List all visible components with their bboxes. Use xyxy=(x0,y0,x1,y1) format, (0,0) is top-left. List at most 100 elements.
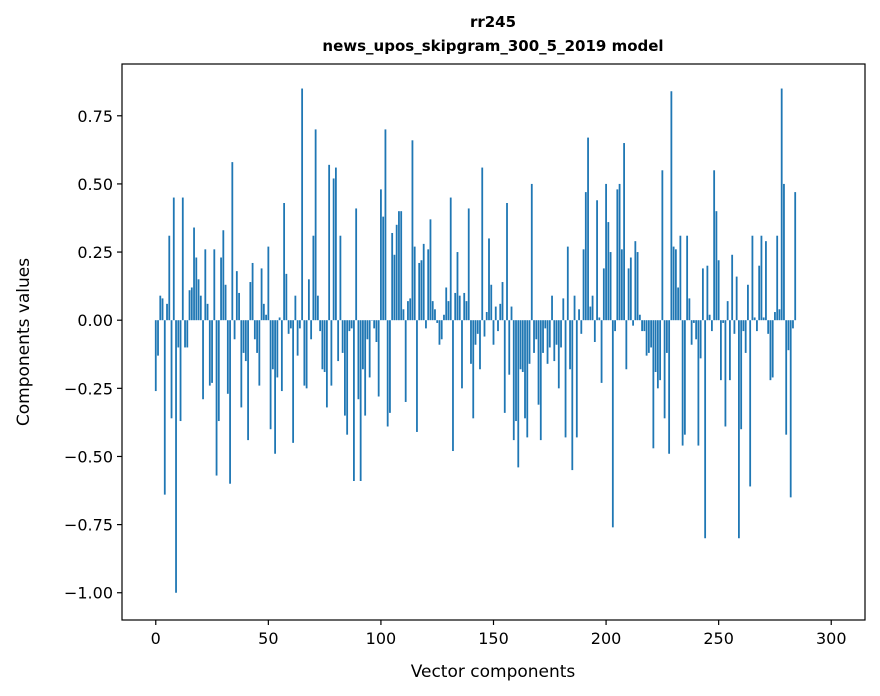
bar-144 xyxy=(479,320,481,370)
bar-214 xyxy=(636,252,639,321)
bar-199 xyxy=(602,268,605,321)
bar-187 xyxy=(575,320,578,438)
bar-186 xyxy=(573,295,576,321)
bar-238 xyxy=(690,320,693,345)
bar-4 xyxy=(163,320,166,495)
bar-252 xyxy=(722,320,725,323)
bar-246 xyxy=(708,314,711,321)
bar-167 xyxy=(530,183,533,321)
bar-263 xyxy=(747,284,749,321)
bar-245 xyxy=(706,265,709,321)
bar-97 xyxy=(373,320,376,329)
bar-78 xyxy=(330,320,333,386)
bar-60 xyxy=(289,320,292,329)
bar-8 xyxy=(172,197,175,321)
bar-218 xyxy=(645,320,648,356)
bar-38 xyxy=(240,320,243,408)
bar-86 xyxy=(348,320,351,332)
bar-216 xyxy=(641,320,643,332)
bar-52 xyxy=(271,320,274,370)
x-tick-label: 250 xyxy=(703,629,734,648)
bar-161 xyxy=(517,320,520,468)
bar-119 xyxy=(422,243,425,321)
bar-207 xyxy=(620,249,623,321)
bar-87 xyxy=(350,320,353,329)
bar-58 xyxy=(285,273,288,321)
bar-178 xyxy=(555,320,558,345)
x-tick-label: 50 xyxy=(258,629,278,648)
x-axis: 0 50 100 150 200 250 300 xyxy=(151,620,847,648)
bar-16 xyxy=(190,287,193,321)
bar-13 xyxy=(184,320,186,348)
bar-173 xyxy=(544,320,547,329)
bar-125 xyxy=(436,320,439,323)
bar-67 xyxy=(305,320,308,389)
bar-213 xyxy=(634,241,637,321)
bar-147 xyxy=(485,312,488,321)
bar-115 xyxy=(413,246,416,321)
bar-162 xyxy=(519,320,522,370)
bar-181 xyxy=(562,298,565,321)
bar-226 xyxy=(663,320,666,419)
bar-215 xyxy=(638,314,641,321)
bar-85 xyxy=(346,320,349,435)
bar-179 xyxy=(557,320,560,389)
bar-108 xyxy=(398,211,400,321)
bar-53 xyxy=(274,320,276,454)
bar-232 xyxy=(677,287,680,321)
bar-217 xyxy=(643,320,646,332)
bar-163 xyxy=(521,320,524,372)
bar-112 xyxy=(407,301,409,321)
bar-12 xyxy=(181,197,184,321)
bar-129 xyxy=(445,287,448,321)
bar-243 xyxy=(701,268,704,321)
bar-277 xyxy=(778,309,781,321)
bar-109 xyxy=(400,211,403,321)
bar-94 xyxy=(366,320,369,340)
bar-249 xyxy=(715,211,718,321)
bar-188 xyxy=(578,309,580,321)
bar-43 xyxy=(251,262,254,321)
bar-90 xyxy=(357,320,360,400)
bar-93 xyxy=(364,320,367,416)
bar-24 xyxy=(208,320,211,386)
bar-158 xyxy=(510,306,513,321)
bar-137 xyxy=(463,292,466,321)
bar-160 xyxy=(515,320,517,422)
bar-151 xyxy=(494,306,497,321)
y-tick-label: 0.50 xyxy=(77,175,113,194)
bar-29 xyxy=(220,257,222,321)
bar-55 xyxy=(278,317,281,321)
bar-153 xyxy=(499,303,502,321)
bar-7 xyxy=(170,320,173,419)
bar-34 xyxy=(231,162,234,321)
bar-10 xyxy=(177,320,180,348)
bar-130 xyxy=(447,301,450,321)
bar-140 xyxy=(470,320,472,364)
bar-68 xyxy=(307,279,310,321)
bar-270 xyxy=(762,317,765,321)
bar-42 xyxy=(249,282,252,321)
bar-56 xyxy=(280,320,283,392)
bar-132 xyxy=(452,320,454,452)
bar-192 xyxy=(587,137,589,321)
bar-255 xyxy=(729,320,731,381)
bar-274 xyxy=(771,320,774,378)
x-tick-label: 300 xyxy=(816,629,847,648)
bar-37 xyxy=(238,292,240,321)
bar-253 xyxy=(724,320,727,427)
bar-223 xyxy=(656,320,659,389)
bar-81 xyxy=(337,320,340,362)
bar-32 xyxy=(226,320,229,394)
bar-62 xyxy=(294,295,297,321)
bar-244 xyxy=(704,320,707,539)
bar-25 xyxy=(211,320,213,383)
bar-145 xyxy=(481,167,484,321)
bar-26 xyxy=(213,249,216,321)
bar-107 xyxy=(395,224,398,321)
bar-278 xyxy=(780,88,783,321)
bar-212 xyxy=(632,320,634,326)
chart-title: rr245 xyxy=(470,13,516,31)
bar-28 xyxy=(217,320,220,422)
bar-194 xyxy=(591,295,594,321)
